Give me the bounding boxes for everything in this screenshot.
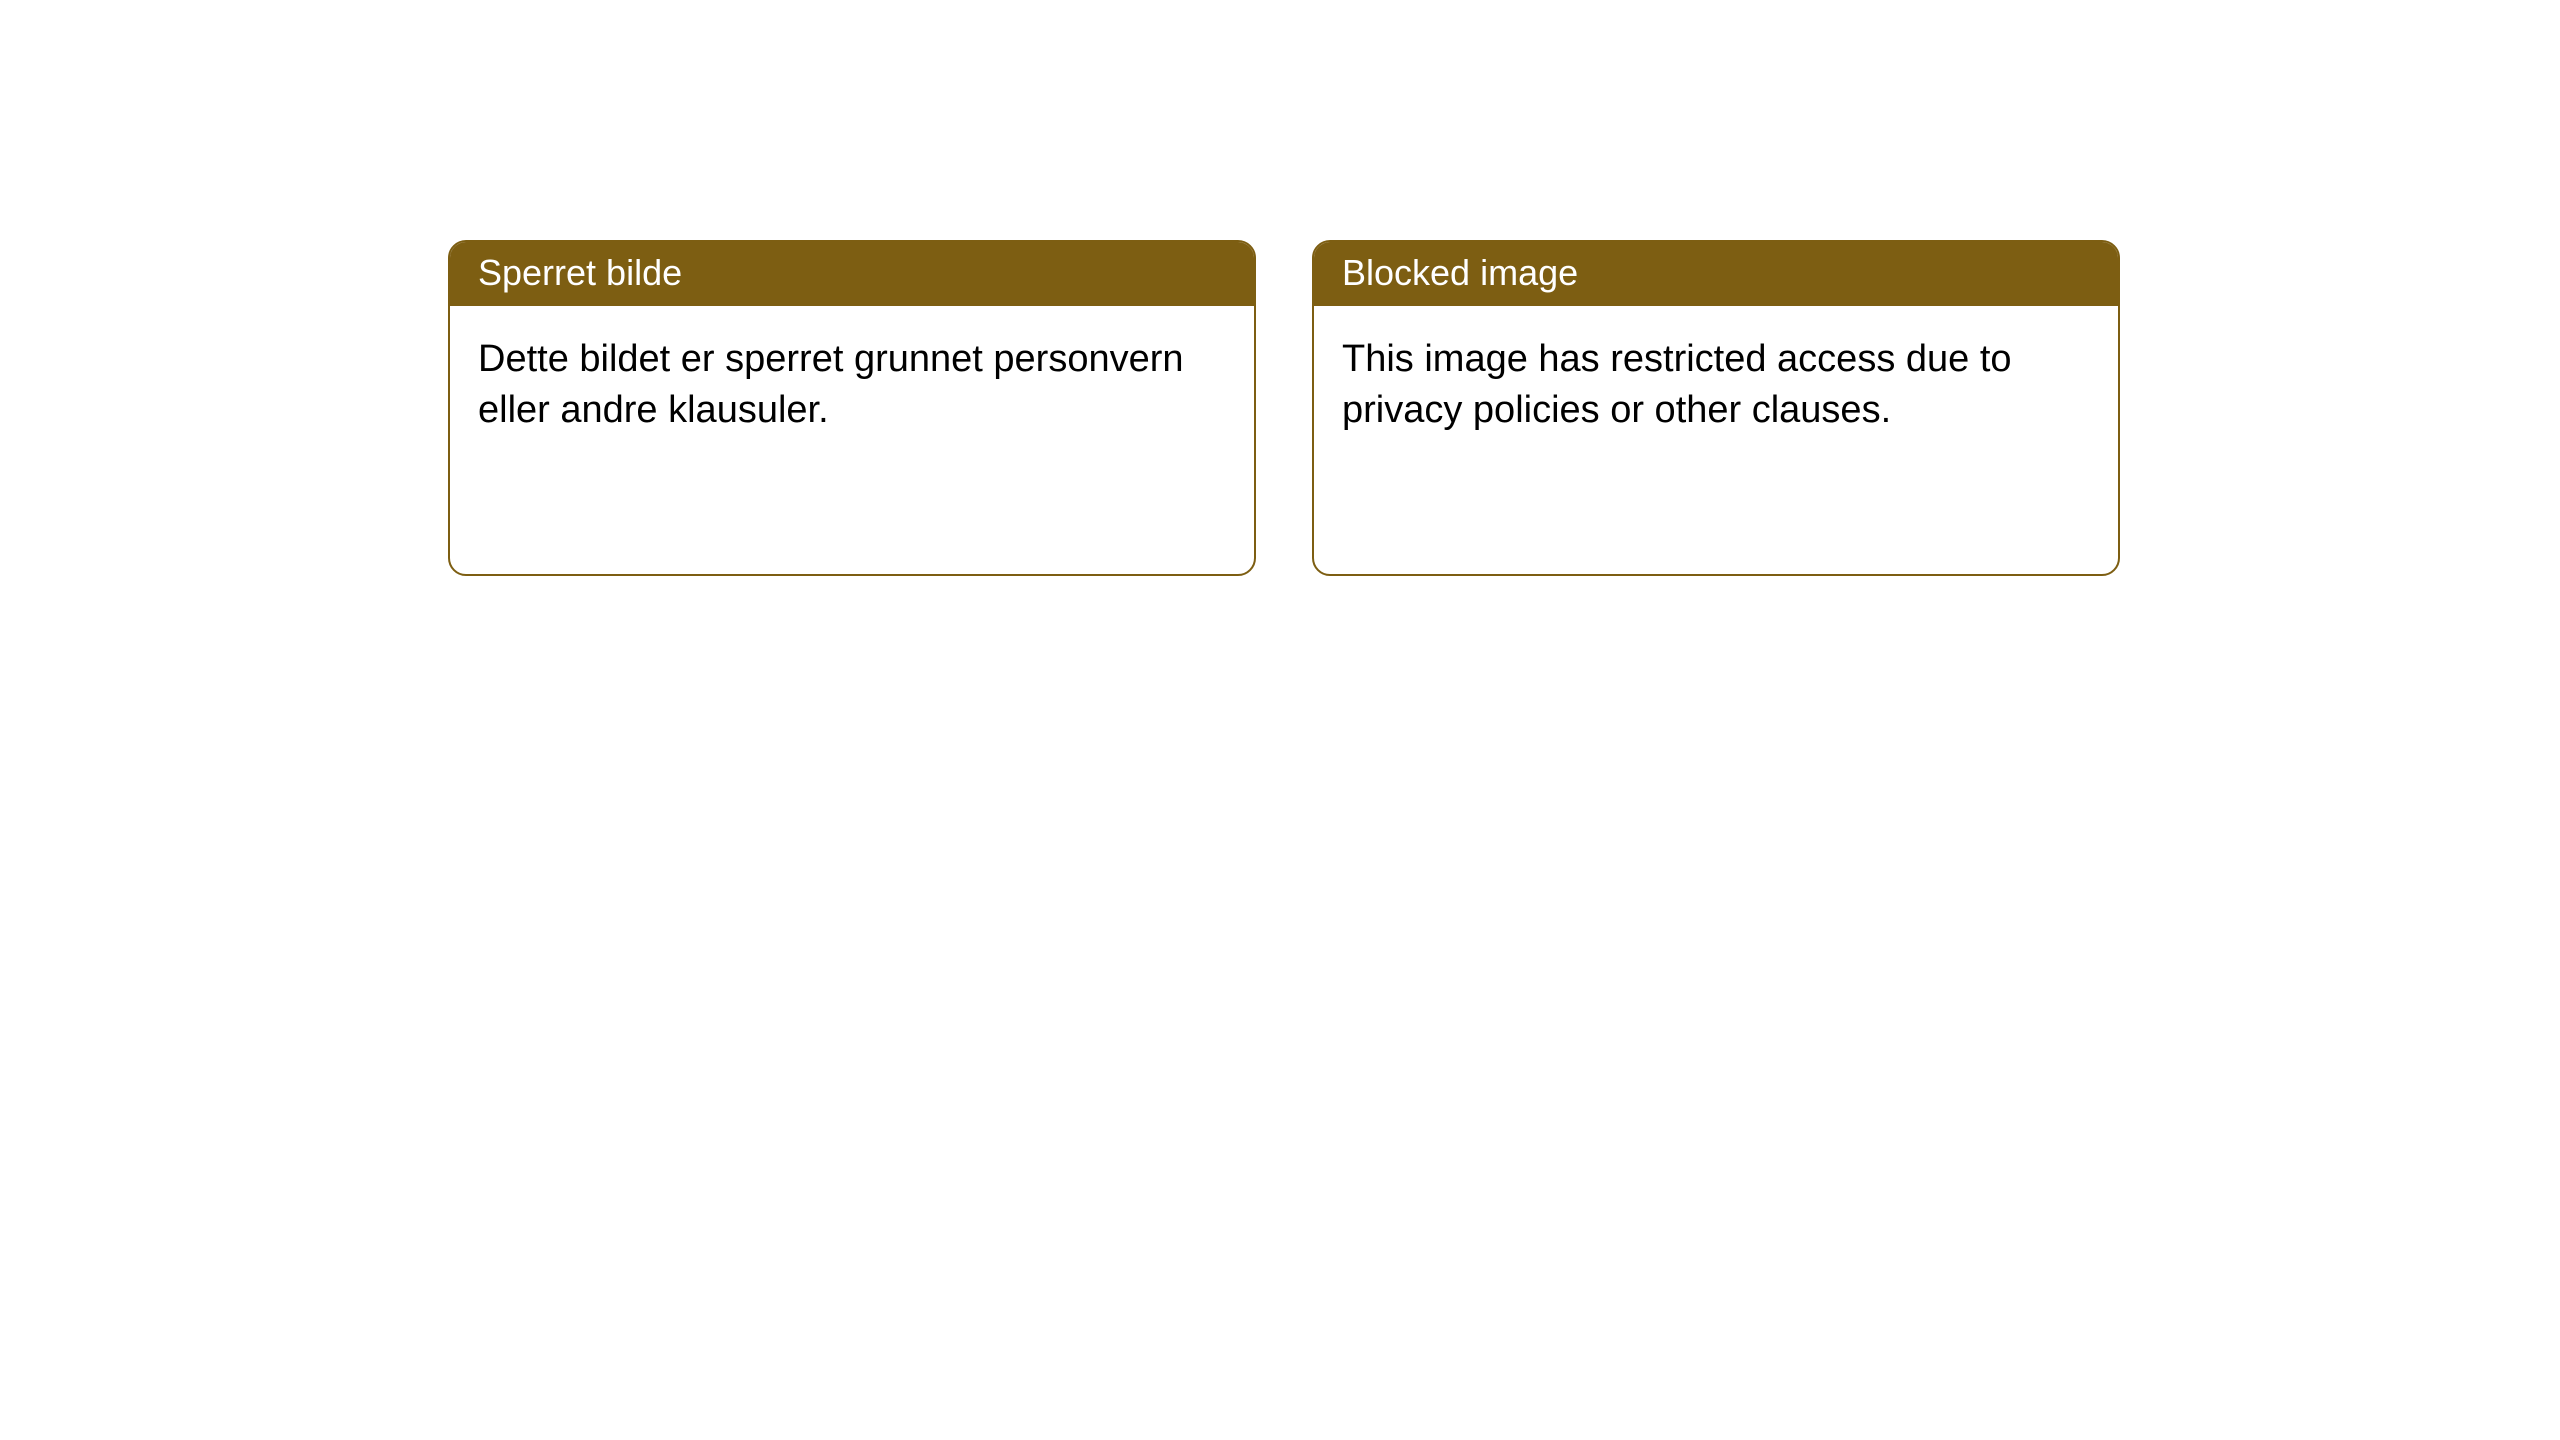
card-body-text: This image has restricted access due to … xyxy=(1342,338,2012,431)
card-title: Sperret bilde xyxy=(478,252,682,293)
card-body: Dette bildet er sperret grunnet personve… xyxy=(450,306,1254,465)
notice-container: Sperret bilde Dette bildet er sperret gr… xyxy=(0,0,2560,576)
card-body: This image has restricted access due to … xyxy=(1314,306,2118,465)
blocked-image-card-english: Blocked image This image has restricted … xyxy=(1312,240,2120,576)
card-header: Sperret bilde xyxy=(450,242,1254,306)
card-body-text: Dette bildet er sperret grunnet personve… xyxy=(478,338,1184,431)
card-title: Blocked image xyxy=(1342,252,1578,293)
blocked-image-card-norwegian: Sperret bilde Dette bildet er sperret gr… xyxy=(448,240,1256,576)
card-header: Blocked image xyxy=(1314,242,2118,306)
